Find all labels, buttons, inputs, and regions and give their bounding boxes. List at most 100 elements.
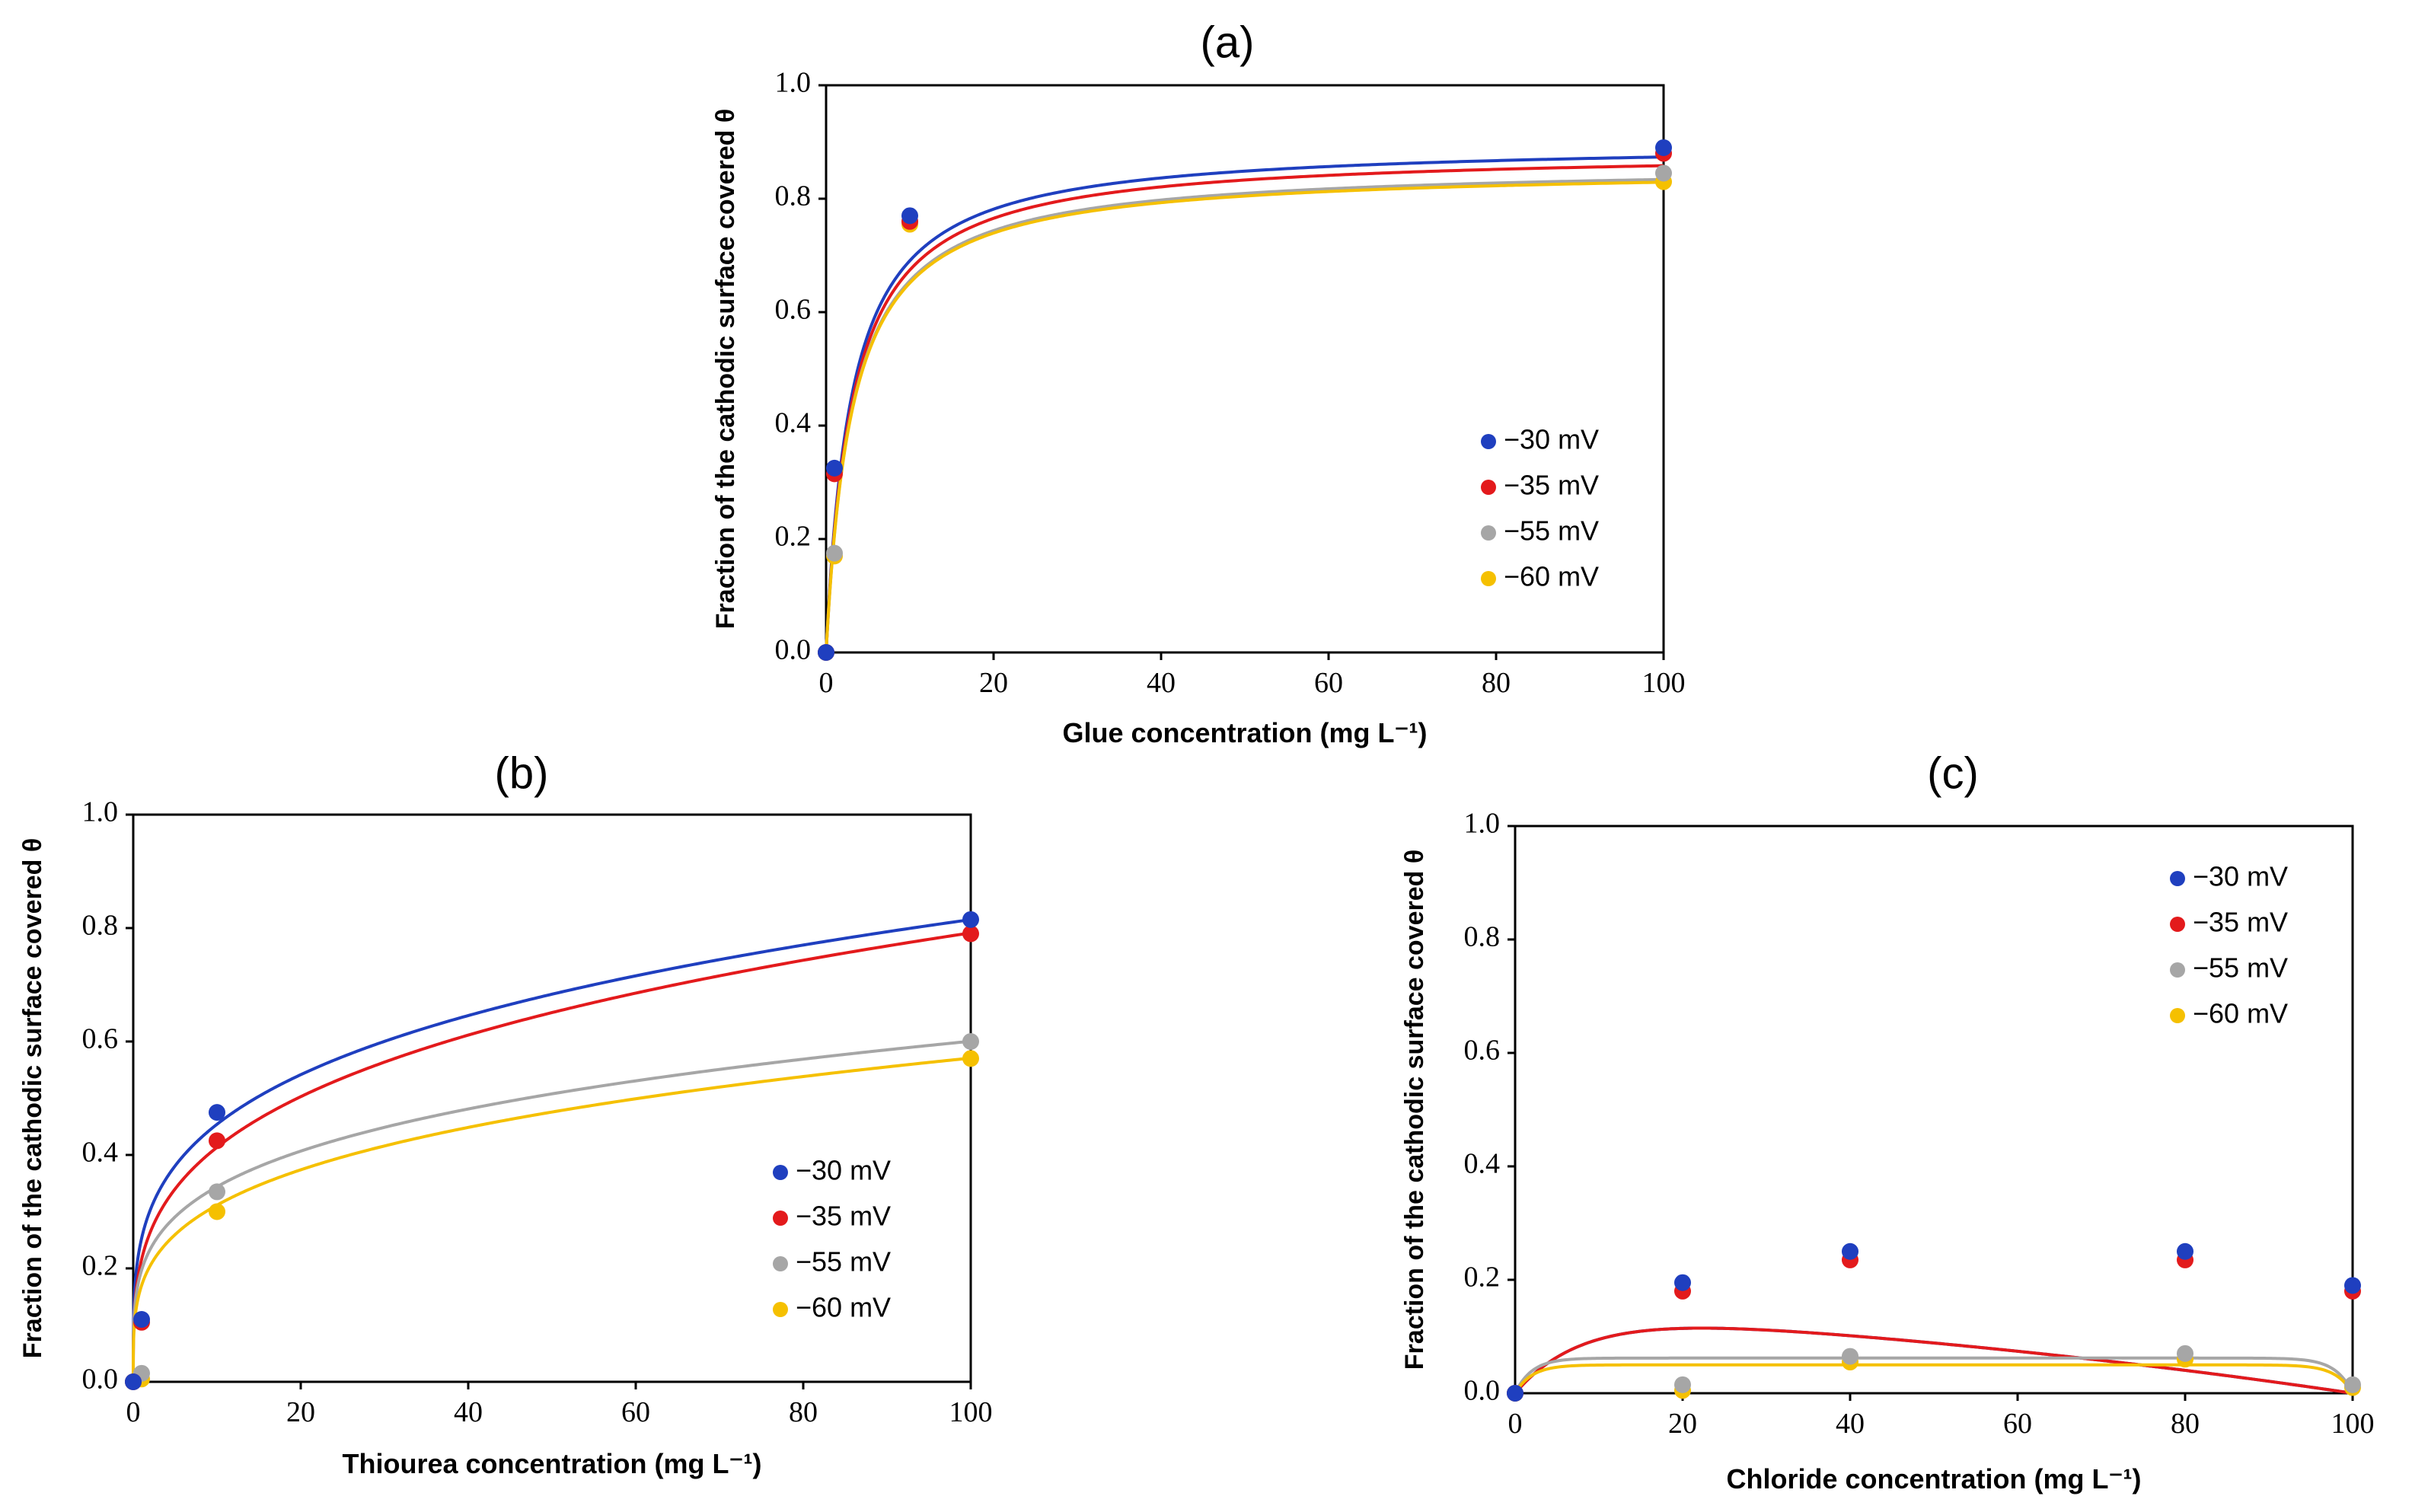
- legend-label-c-1: −35 mV: [2193, 907, 2288, 938]
- data-point-a-2: [826, 544, 843, 562]
- x-tick-label-c: 40: [1836, 1408, 1865, 1440]
- legend-label-c-3: −60 mV: [2193, 998, 2288, 1029]
- legend-marker-c-2: [2170, 962, 2185, 978]
- y-axis-title-c: Fraction of the cathodic surface covered…: [1400, 850, 1429, 1370]
- y-tick-label-a: 0.4: [775, 407, 812, 439]
- data-point-b-0: [962, 911, 979, 928]
- x-tick-label-c: 80: [2171, 1408, 2200, 1440]
- plot-frame-a: [825, 84, 1665, 654]
- y-tick-label-b: 0.0: [82, 1364, 119, 1396]
- fit-line-b-2: [132, 1039, 972, 1383]
- data-point-a-2: [1655, 164, 1672, 182]
- y-tick-label-b: 0.2: [82, 1250, 119, 1282]
- y-tick-label-c: 0.2: [1464, 1262, 1501, 1293]
- data-point-b-2: [962, 1033, 979, 1050]
- x-tick-label-a: 40: [1147, 667, 1176, 699]
- legend-marker-a-1: [1481, 480, 1496, 495]
- x-axis-title-c: Chloride concentration (mg L⁻¹): [1727, 1463, 2142, 1494]
- data-point-a-0: [826, 459, 843, 477]
- plot-frame-b: [132, 813, 972, 1383]
- legend-marker-c-3: [2170, 1008, 2185, 1023]
- y-tick-label-b: 0.4: [82, 1137, 119, 1169]
- x-axis-title-a: Glue concentration (mg L⁻¹): [1062, 717, 1427, 748]
- x-tick-label-b: 0: [126, 1396, 141, 1428]
- chart-b: (b) 0.0 0.2 0.4 0.6 0.8 1.0 0 20 40 60 80 100 Thioure…: [18, 748, 993, 1479]
- chart-title-c: (c): [1927, 748, 1979, 798]
- chart-panel-b: (b) 0.0 0.2 0.4 0.6 0.8 1.0 0 20 40 60 80 100 Thioure…: [0, 731, 1066, 1507]
- x-tick-label-b: 60: [621, 1396, 650, 1428]
- data-point-a-0: [818, 644, 834, 661]
- legend-label-b-0: −30 mV: [796, 1155, 891, 1186]
- y-axis-title-b: Fraction of the cathodic surface covered…: [18, 838, 47, 1358]
- legend-marker-b-0: [773, 1165, 788, 1180]
- data-point-b-0: [125, 1373, 142, 1390]
- chart-a: (a) 0.0 0.2 0.4 0.6 0.8 1.0 0 20 40 60 80 100 Glue co…: [711, 18, 1686, 748]
- data-point-c-0: [1842, 1242, 1858, 1260]
- y-tick-label-a: 0.8: [775, 180, 812, 212]
- legend-label-a-1: −35 mV: [1504, 470, 1599, 501]
- y-tick-label-c: 0.8: [1464, 921, 1501, 953]
- x-tick-label-c: 20: [1668, 1408, 1697, 1440]
- legend-label-b-1: −35 mV: [796, 1201, 891, 1232]
- x-axis-title-b: Thiourea concentration (mg L⁻¹): [342, 1448, 761, 1479]
- data-point-c-0: [2344, 1277, 2361, 1294]
- data-point-c-2: [2177, 1345, 2193, 1362]
- legend-label-b-2: −55 mV: [796, 1246, 891, 1278]
- legend-label-a-0: −30 mV: [1504, 424, 1599, 455]
- legend-label-c-0: −30 mV: [2193, 861, 2288, 892]
- fit-line-a-3: [825, 180, 1664, 653]
- chart-title-a: (a): [1201, 18, 1255, 67]
- y-tick-label-a: 0.2: [775, 521, 812, 553]
- legend-marker-b-3: [773, 1302, 788, 1317]
- legend-marker-c-0: [2170, 871, 2185, 886]
- legend-marker-a-3: [1481, 571, 1496, 586]
- y-tick-label-a: 1.0: [775, 67, 812, 99]
- data-point-c-0: [1507, 1385, 1523, 1402]
- legend-label-a-2: −55 mV: [1504, 515, 1599, 547]
- x-tick-label-a: 0: [819, 667, 834, 699]
- y-tick-label-b: 0.6: [82, 1023, 119, 1055]
- data-point-b-1: [209, 1132, 225, 1150]
- data-point-b-2: [209, 1183, 225, 1201]
- data-point-c-2: [1674, 1376, 1691, 1393]
- legend-marker-b-2: [773, 1256, 788, 1271]
- y-tick-label-c: 1.0: [1464, 808, 1501, 840]
- x-tick-label-b: 20: [286, 1396, 315, 1428]
- fit-line-b-3: [132, 1056, 972, 1383]
- x-tick-label-b: 40: [454, 1396, 483, 1428]
- data-point-a-0: [901, 207, 918, 225]
- y-tick-label-a: 0.6: [775, 294, 812, 326]
- y-tick-label-a: 0.0: [775, 634, 812, 666]
- data-point-b-3: [209, 1203, 225, 1220]
- legend-marker-c-1: [2170, 917, 2185, 932]
- legend-label-c-2: −55 mV: [2193, 952, 2288, 984]
- chart-panel-a: (a) 0.0 0.2 0.4 0.6 0.8 1.0 0 20 40 60 80 100 Glue co…: [0, 0, 2412, 754]
- x-tick-label-a: 100: [1642, 667, 1686, 699]
- legend-label-a-3: −60 mV: [1504, 561, 1599, 592]
- fit-line-c-0: [1514, 1326, 2353, 1395]
- legend-marker-a-2: [1481, 525, 1496, 541]
- chart-title-b: (b): [495, 748, 549, 798]
- fit-line-b-0: [132, 917, 972, 1383]
- data-point-c-0: [2177, 1242, 2193, 1260]
- legend-marker-b-1: [773, 1211, 788, 1226]
- data-point-b-1: [962, 925, 979, 943]
- y-tick-label-c: 0.4: [1464, 1148, 1501, 1180]
- data-point-a-0: [1655, 139, 1672, 156]
- data-point-c-2: [1842, 1348, 1858, 1365]
- fit-line-c-3: [1514, 1363, 2354, 1395]
- x-tick-label-b: 80: [789, 1396, 818, 1428]
- data-point-c-2: [2344, 1376, 2361, 1393]
- data-point-b-3: [962, 1050, 979, 1067]
- y-tick-label-c: 0.6: [1464, 1035, 1501, 1067]
- data-point-b-0: [133, 1311, 150, 1329]
- data-point-b-0: [209, 1104, 225, 1121]
- x-tick-label-c: 60: [2003, 1408, 2032, 1440]
- fit-line-b-1: [132, 931, 972, 1383]
- y-tick-label-c: 0.0: [1464, 1375, 1501, 1407]
- x-tick-label-c: 100: [2331, 1408, 2375, 1440]
- x-tick-label-a: 20: [979, 667, 1008, 699]
- y-tick-label-b: 1.0: [82, 796, 119, 828]
- y-axis-title-a: Fraction of the cathodic surface covered…: [711, 109, 740, 629]
- chart-c: (c) 0.0 0.2 0.4 0.6 0.8 1.0 0 20 40 60 80 100 Chlorid…: [1400, 748, 2375, 1494]
